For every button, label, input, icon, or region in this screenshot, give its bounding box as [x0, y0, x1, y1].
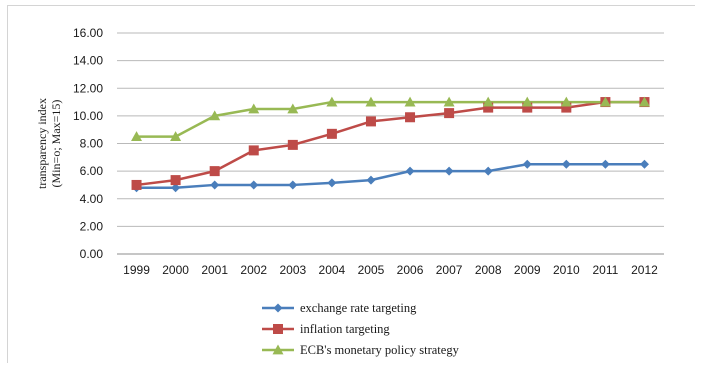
data-point-3	[482, 96, 494, 107]
legend-label: inflation targeting	[300, 322, 390, 336]
y-axis-title: transparency index	[35, 98, 49, 189]
x-tick-label: 2004	[319, 263, 346, 277]
data-point-2	[326, 128, 337, 139]
data-point-1	[327, 178, 337, 188]
y-tick-label: 0.00	[80, 247, 104, 261]
data-point-1	[405, 166, 415, 176]
data-point-1	[561, 159, 571, 169]
data-point-1	[639, 159, 649, 169]
data-point-1	[444, 166, 454, 176]
y-tick-label: 6.00	[80, 164, 104, 178]
data-point-2	[170, 175, 181, 186]
x-tick-label: 2009	[514, 263, 541, 277]
series-line-2	[136, 100, 645, 187]
legend-label: exchange rate targeting	[300, 301, 417, 315]
x-tick-label: 2006	[397, 263, 424, 277]
data-point-1	[249, 180, 259, 190]
x-tick-label: 2011	[592, 263, 618, 277]
chart-frame	[7, 5, 695, 363]
data-point-1	[171, 183, 181, 193]
data-point-1	[210, 180, 220, 190]
x-tick-label: 2012	[631, 263, 658, 277]
data-point-3	[365, 96, 377, 107]
series-line-1	[136, 162, 645, 189]
data-point-3	[599, 96, 611, 107]
data-point-2	[248, 145, 259, 156]
x-tick-label: 2002	[240, 263, 267, 277]
y-axis-subtitle: (Min=o; Max=15)	[49, 100, 63, 188]
y-tick-label: 16.00	[73, 26, 103, 40]
data-point-3	[326, 96, 338, 107]
data-point-3	[404, 96, 416, 107]
y-tick-label: 4.00	[80, 192, 104, 206]
data-point-1	[600, 159, 610, 169]
data-point-3	[560, 96, 572, 107]
x-tick-label: 1999	[123, 263, 150, 277]
data-point-2	[209, 166, 220, 177]
legend-marker	[273, 303, 283, 313]
data-point-2	[131, 179, 142, 190]
data-point-3	[638, 96, 650, 107]
x-tick-label: 2010	[553, 263, 580, 277]
data-point-1	[366, 175, 376, 185]
x-tick-label: 2000	[162, 263, 189, 277]
data-point-3	[248, 103, 260, 114]
data-point-2	[522, 102, 533, 113]
y-tick-label: 14.00	[73, 54, 103, 68]
x-tick-label: 2005	[358, 263, 385, 277]
data-point-2	[365, 116, 376, 127]
data-point-2	[561, 102, 572, 113]
data-point-2	[287, 139, 298, 150]
data-point-3	[170, 131, 182, 141]
x-tick-label: 2008	[475, 263, 502, 277]
data-point-2	[405, 112, 416, 123]
y-tick-label: 8.00	[80, 137, 104, 151]
data-point-1	[522, 159, 532, 169]
legend-label: ECB's monetary policy strategy	[300, 343, 460, 357]
data-point-2	[483, 102, 494, 113]
x-tick-label: 2001	[201, 263, 228, 277]
data-point-3	[131, 131, 143, 141]
y-tick-label: 12.00	[73, 81, 103, 95]
data-point-3	[443, 96, 455, 107]
x-tick-label: 2003	[279, 263, 306, 277]
data-point-3	[287, 103, 299, 114]
data-point-2	[444, 108, 455, 119]
legend-marker	[272, 344, 284, 355]
data-point-1	[483, 166, 493, 176]
series-line-3	[136, 100, 645, 138]
x-tick-label: 2007	[436, 263, 463, 277]
legend-marker	[273, 324, 283, 334]
data-point-3	[209, 110, 221, 121]
y-tick-label: 2.00	[80, 219, 104, 233]
data-point-3	[521, 96, 533, 107]
y-tick-label: 10.00	[73, 109, 103, 123]
data-point-1	[288, 180, 298, 190]
